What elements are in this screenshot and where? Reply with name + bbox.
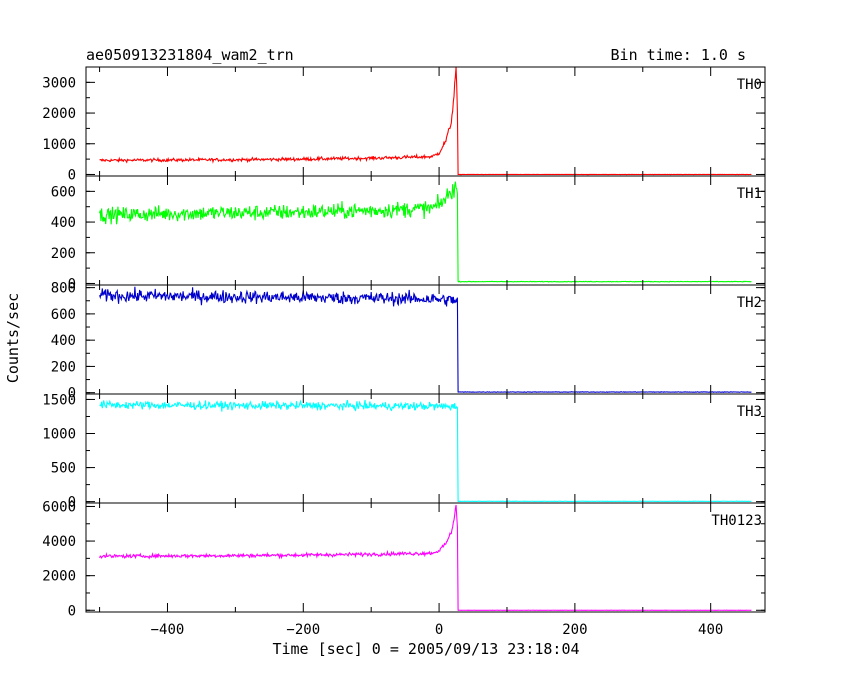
y-tick-label-th2: 0: [68, 386, 76, 402]
bin-time-label: Bin time: 1.0 s: [611, 46, 746, 64]
y-tick-label-th2: 800: [51, 281, 76, 297]
y-tick-label-th1: 600: [51, 184, 76, 200]
y-tick-label-th0: 3000: [42, 75, 76, 91]
series-line-th1: [99, 181, 752, 283]
series-line-th0: [99, 67, 752, 176]
panel-th0123: 0 2000 4000 6000 TH0123: [42, 499, 766, 619]
y-tick-label-th3: 1500: [42, 392, 76, 408]
y-tick-label-th1: 400: [51, 215, 76, 231]
y-tick-label-th0123: 2000: [42, 569, 76, 585]
y-tick-label-th2: 200: [51, 359, 76, 375]
y-tick-label-th0123: 6000: [42, 499, 76, 515]
x-tick-label: −200: [286, 622, 320, 638]
y-tick-label-th3: 0: [68, 495, 76, 511]
y-tick-label-th2: 600: [51, 307, 76, 323]
y-tick-label-th2: 400: [51, 333, 76, 349]
series-line-th3: [99, 399, 752, 503]
panel-th3: 0 500 1000 1500 TH3: [42, 392, 766, 511]
panel-th2: 0 200 400 600 800 TH2: [51, 281, 766, 402]
y-tick-label-th3: 1000: [42, 427, 76, 443]
y-tick-label-th1: 200: [51, 246, 76, 262]
panel-label-th0123: TH0123: [711, 513, 762, 529]
y-tick-label-th0: 0: [68, 167, 76, 183]
series-line-th0123: [99, 504, 752, 611]
panel-frame-th0123: [85, 502, 766, 613]
series-line-th2: [99, 286, 752, 393]
y-tick-label-th0: 2000: [42, 106, 76, 122]
y-tick-label-th0: 1000: [42, 137, 76, 153]
panel-frame-th1: [85, 175, 766, 286]
chart-title: ae050913231804_wam2_trn: [86, 46, 294, 64]
x-tick-label: 0: [435, 622, 443, 638]
y-tick-label-th3: 500: [51, 461, 76, 477]
panel-label-th2: TH2: [737, 295, 762, 311]
y-tick-label-th1: 0: [68, 276, 76, 292]
panel-label-th0: TH0: [737, 77, 762, 93]
y-tick-label-th0123: 0: [68, 603, 76, 619]
panel-label-th3: TH3: [737, 404, 762, 420]
panel-frame-th3: [85, 393, 766, 504]
y-axis-label: Counts/sec: [4, 293, 22, 383]
panel-label-th1: TH1: [737, 186, 762, 202]
x-tick-label: −400: [151, 622, 185, 638]
panel-th1: 0 200 400 600 TH1: [51, 175, 766, 292]
x-tick-label: 400: [698, 622, 723, 638]
panel-th0: 0 1000 2000 3000 TH0: [42, 66, 766, 183]
y-tick-label-th0123: 4000: [42, 534, 76, 550]
x-tick-label: 200: [562, 622, 587, 638]
x-axis-label: Time [sec] 0 = 2005/09/13 23:18:04: [272, 640, 579, 658]
